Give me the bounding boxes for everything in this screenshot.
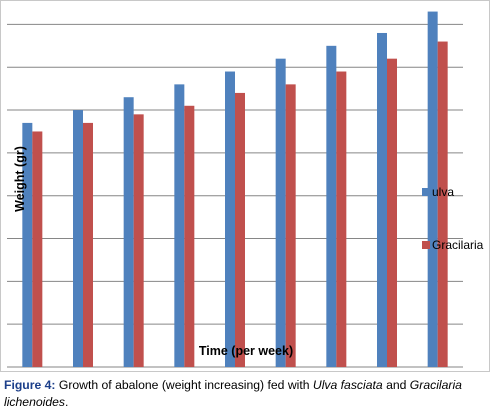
caption-species-1: Ulva fasciata [312,378,383,392]
bar-ulva-1 [22,122,33,367]
bar-gracilaria-2 [83,122,93,367]
bar-gracilaria-1 [32,131,43,367]
bar-ulva-3 [123,97,134,367]
caption-label: Figure 4: [4,378,56,392]
bar-ulva-4 [174,84,185,367]
bar-chart [7,11,463,368]
bar-ulva-5 [225,71,235,368]
caption-text-2: and [382,378,410,392]
bar-gracilaria-9 [437,41,448,368]
figure-caption: Figure 4: Growth of abalone (weight incr… [4,377,496,411]
bar-gracilaria-6 [285,84,296,367]
bar-ulva-2 [73,110,83,367]
legend-swatch-ulva [422,188,430,196]
caption-text-3: . [64,395,69,409]
caption-text-1: Growth of abalone (weight increasing) fe… [55,378,313,392]
bar-ulva-6 [275,58,286,367]
bar-gracilaria-8 [387,58,397,367]
bar-gracilaria-4 [184,105,195,367]
bar-ulva-9 [427,11,438,368]
legend: ulva Gracilaria [422,184,483,290]
legend-item-gracilaria: Gracilaria [422,237,483,253]
bar-ulva-8 [377,32,387,367]
legend-label-ulva: ulva [432,185,455,199]
bar-gracilaria-7 [336,71,347,368]
x-axis-label: Time (per week) [198,344,294,358]
bar-gracilaria-3 [133,114,144,367]
legend-label-gracilaria: Gracilaria [432,238,484,252]
legend-swatch-gracilaria [422,241,430,249]
legend-item-ulva: ulva [422,184,483,200]
caption-species-2: Gracilaria lichenoides [4,378,462,409]
bar-ulva-7 [326,45,337,368]
chart-frame: Weight (gr) Time (per week) ulva Gracila… [0,0,490,372]
y-axis-label: Weight (gr) [13,146,27,212]
bar-gracilaria-5 [235,92,245,367]
